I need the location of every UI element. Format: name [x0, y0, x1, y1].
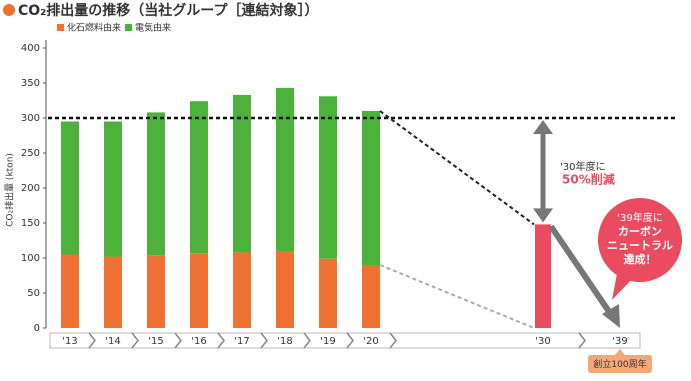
y-tick-label: 200	[21, 183, 40, 194]
annotation: '30年度に	[560, 160, 605, 173]
x-axis-band	[49, 332, 641, 349]
arrow-head	[602, 304, 620, 328]
y-tick-label: 100	[21, 253, 40, 264]
x-tick-label: '13	[62, 336, 77, 347]
x-tick-label: '30	[535, 336, 550, 347]
trend-line	[379, 110, 535, 226]
x-chevron	[346, 332, 354, 349]
tag-label: 創立100周年	[593, 358, 646, 370]
trend-line	[379, 264, 535, 329]
tag-pointer	[615, 349, 625, 355]
arrow-head	[533, 208, 553, 223]
legend-swatch	[57, 24, 64, 31]
x-chevron	[88, 332, 96, 349]
x-tick-label: '17	[234, 336, 249, 347]
x-chevron	[174, 332, 182, 349]
bar-segment	[362, 111, 380, 265]
x-tick-label: '18	[277, 336, 292, 347]
bubble-text: 達成！	[624, 252, 657, 266]
bar-segment	[190, 101, 208, 254]
bar-segment	[61, 121, 79, 255]
x-tick-label: '16	[191, 336, 206, 347]
y-tick-label: 350	[21, 78, 40, 89]
x-chevron	[303, 332, 311, 349]
bar-segment	[147, 112, 165, 256]
x-chevron	[389, 332, 397, 349]
annotation: 50%削減	[562, 172, 615, 187]
x-chevron	[131, 332, 139, 349]
bar-segment	[362, 265, 380, 328]
x-tick-label: '19	[320, 336, 335, 347]
arrow-head	[533, 120, 553, 134]
target-bar	[535, 224, 551, 328]
y-tick-label: 150	[21, 218, 40, 229]
y-tick-label: 400	[21, 43, 40, 54]
bar-segment	[147, 255, 165, 328]
x-tick-label: '20	[363, 336, 378, 347]
x-chevron	[578, 332, 586, 349]
tag	[588, 355, 652, 373]
bubble-text: カーボン	[618, 224, 662, 238]
y-tick-label: 250	[21, 148, 40, 159]
y-tick-label: 300	[21, 113, 40, 124]
chart-title: CO₂排出量の推移（当社グループ［連結対象］）	[18, 2, 318, 19]
bar-segment	[190, 253, 208, 328]
legend-label: 電気由来	[135, 22, 171, 34]
x-chevron	[217, 332, 225, 349]
y-tick-label: 50	[27, 288, 40, 299]
x-tick-label: '39	[612, 336, 627, 347]
bar-segment	[319, 96, 337, 259]
y-tick-label: 0	[34, 323, 40, 334]
bar-segment	[276, 251, 294, 328]
bar-segment	[104, 121, 122, 257]
x-tick-label: '15	[148, 336, 163, 347]
x-chevron	[260, 332, 268, 349]
bubble-text: ニュートラル	[607, 239, 673, 252]
x-tick-label: '14	[105, 336, 120, 347]
neutral-arrow	[548, 224, 615, 318]
bubble-text: '39年度に	[617, 211, 662, 224]
y-axis-label: CO₂排出量 (kton)	[4, 153, 16, 227]
bar-segment	[104, 256, 122, 328]
bar-segment	[276, 87, 294, 252]
bar-segment	[61, 254, 79, 328]
bubble	[598, 198, 682, 282]
bar-segment	[233, 94, 251, 253]
legend-swatch	[125, 24, 132, 31]
title-dot	[3, 4, 15, 16]
legend-label: 化石燃料由来	[67, 22, 121, 34]
bar-segment	[233, 252, 251, 328]
bar-segment	[319, 258, 337, 328]
